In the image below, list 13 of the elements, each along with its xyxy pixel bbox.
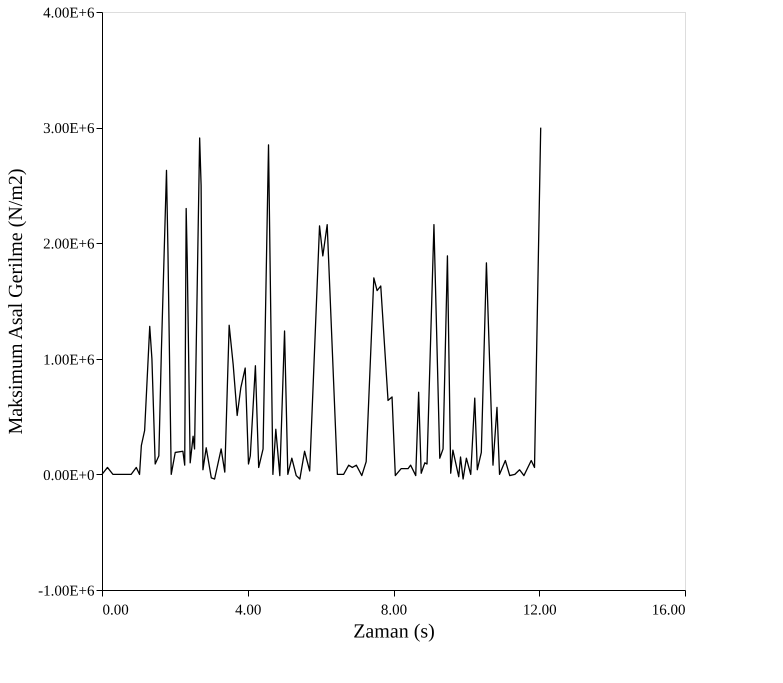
y-tick-label: 3.00E+6: [43, 121, 95, 138]
x-tick-label: 0.00: [102, 602, 129, 618]
y-tick-label: 0.00E+0: [43, 468, 94, 484]
x-tick-label: 8.00: [380, 602, 408, 618]
y-axis-title: Maksimum Asal Gerilme (N/m2): [5, 168, 28, 435]
y-tick-label: 4.00E+6: [43, 6, 95, 22]
y-tick-label: 1.00E+6: [43, 352, 95, 368]
x-tick-label: 4.00: [235, 602, 262, 618]
y-tick-label: 2.00E+6: [43, 236, 95, 253]
x-tick-label: 16.00: [652, 602, 686, 618]
x-tick-label: 12.00: [522, 602, 557, 618]
y-tick-label: -1.00E+6: [38, 584, 95, 600]
x-axis-title: Zaman (s): [353, 620, 435, 642]
